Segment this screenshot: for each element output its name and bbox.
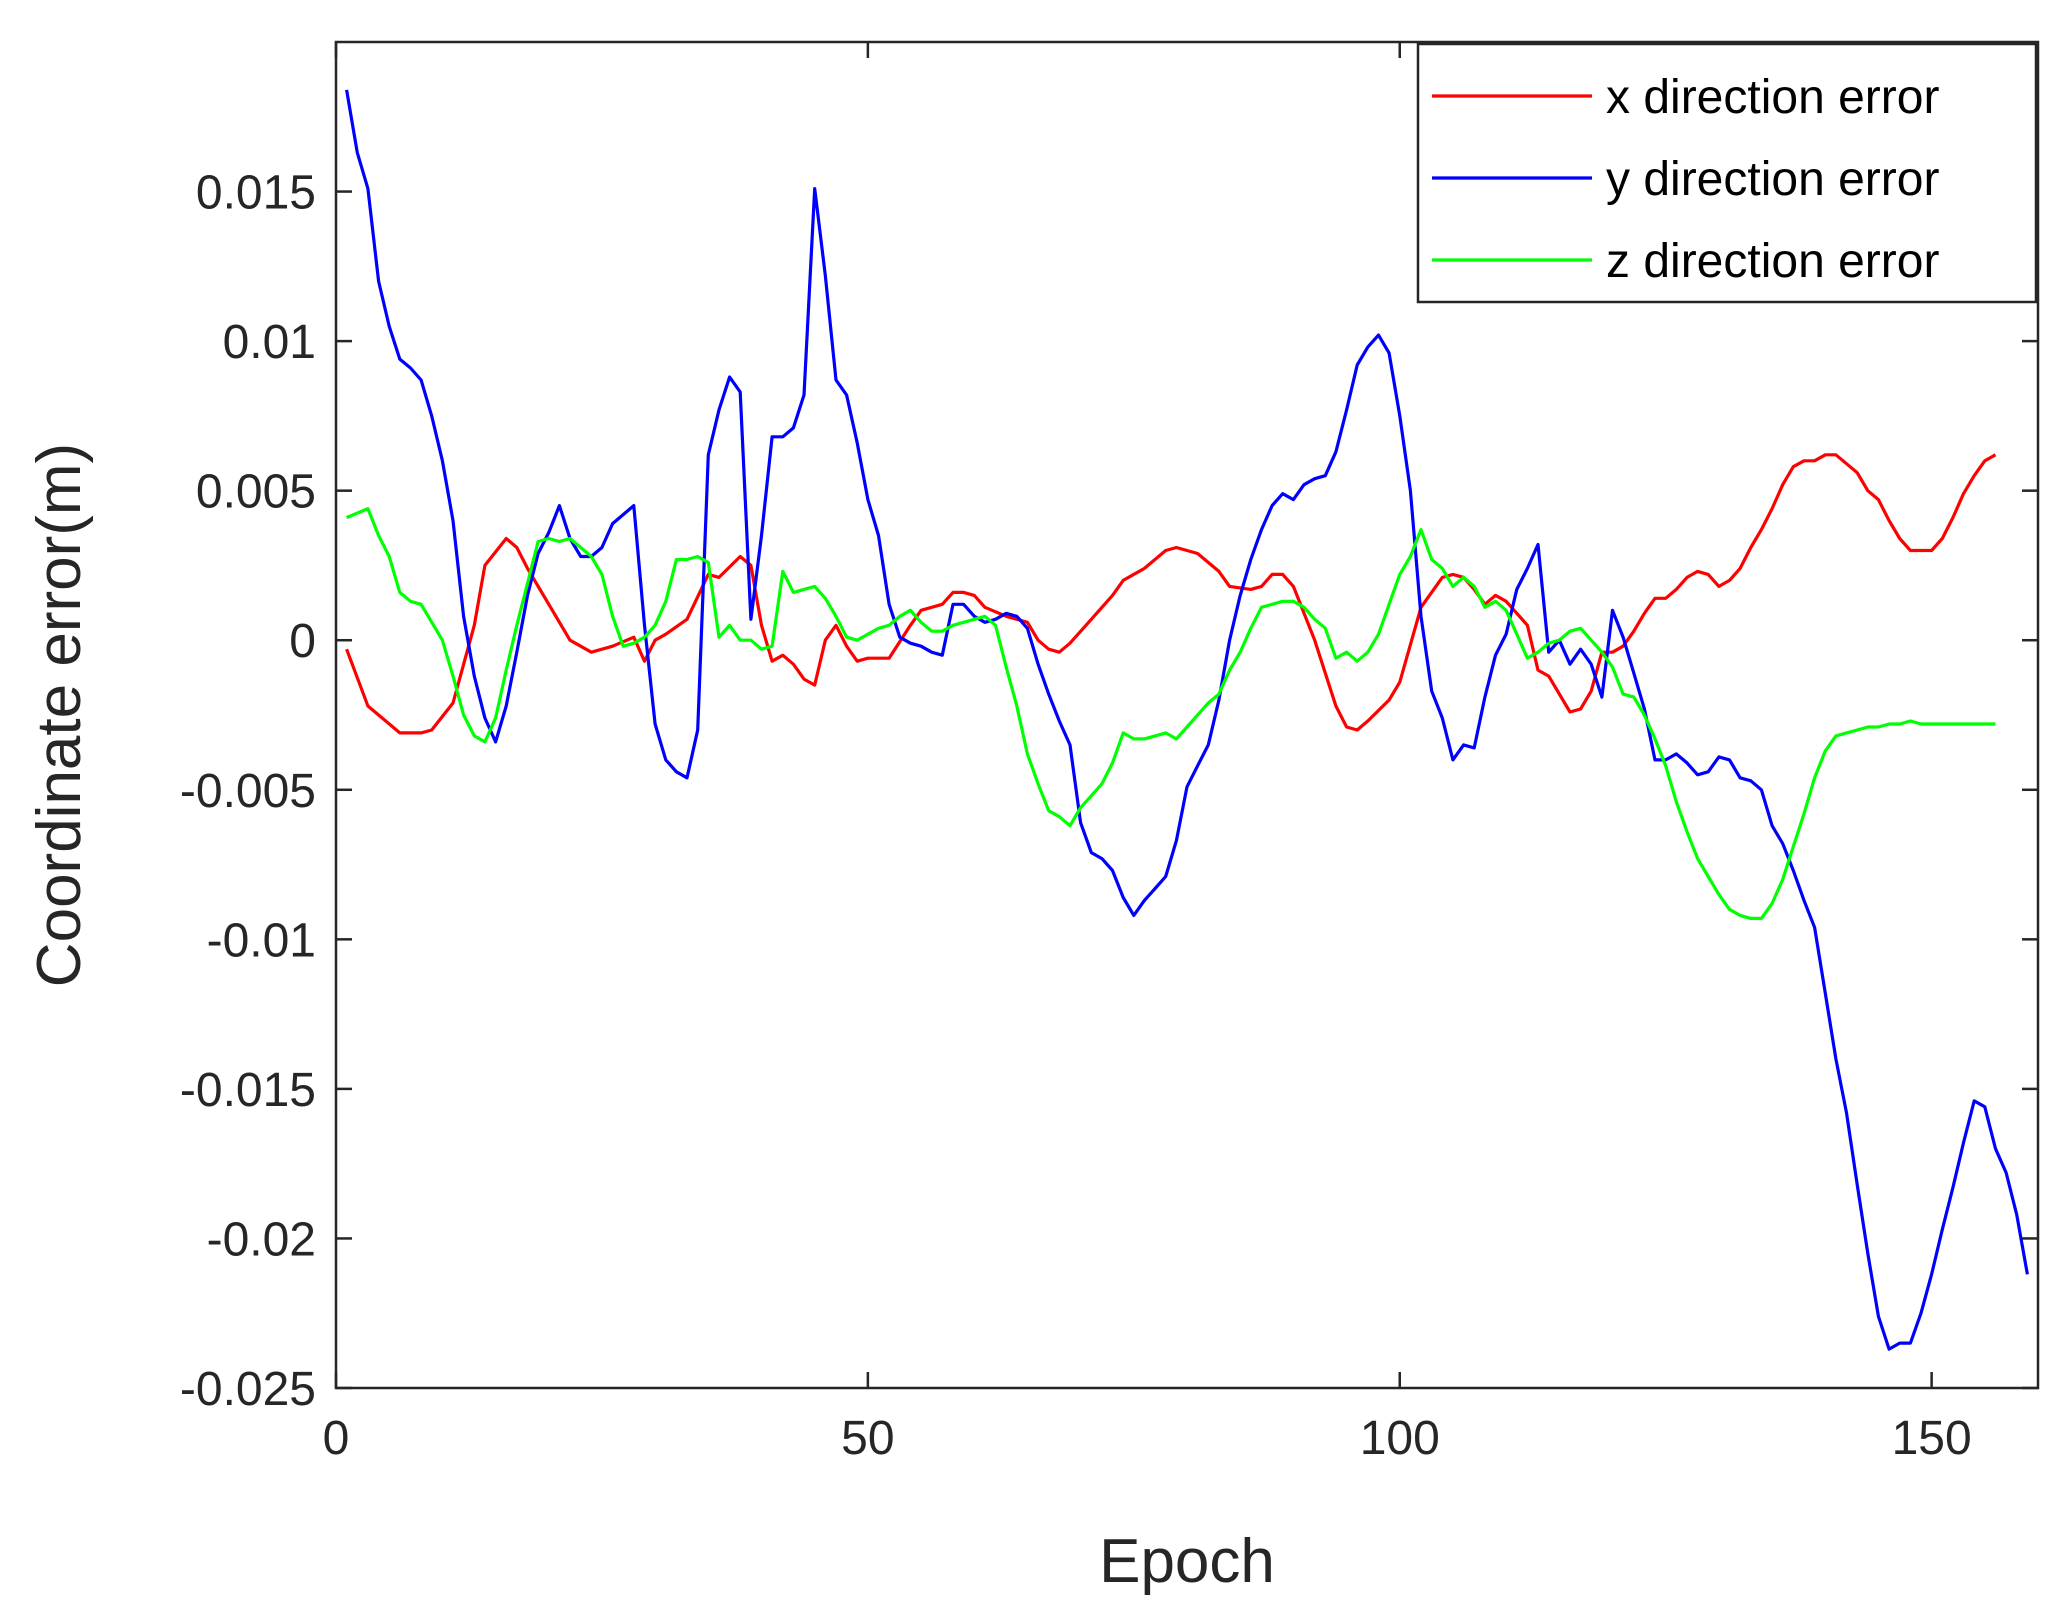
y-tick-label: -0.01 xyxy=(207,914,316,967)
y-tick-label: -0.015 xyxy=(180,1064,316,1117)
y-tick-label: 0.01 xyxy=(223,316,316,369)
x-tick-label: 100 xyxy=(1360,1412,1440,1465)
y-tick-label: 0.005 xyxy=(196,466,316,519)
y-tick-label: 0 xyxy=(289,615,316,668)
x-axis-title: Epoch xyxy=(1099,1527,1275,1596)
legend-label-x: x direction error xyxy=(1606,71,1939,124)
x-tick-label: 0 xyxy=(323,1412,350,1465)
legend-label-z: z direction error xyxy=(1606,235,1939,288)
y-tick-label: -0.025 xyxy=(180,1363,316,1416)
legend: x direction error y direction error z dire… xyxy=(1416,42,2038,304)
y-axis-title: Coordinate error(m) xyxy=(25,443,94,987)
series-line-x xyxy=(345,453,1997,735)
series-layer xyxy=(345,89,2029,1351)
x-tick-label: 50 xyxy=(841,1412,894,1465)
series-line-z xyxy=(345,507,1996,920)
legend-label-y: y direction error xyxy=(1606,153,1939,206)
y-tick-label: 0.015 xyxy=(196,167,316,220)
x-tick-label: 150 xyxy=(1892,1412,1972,1465)
plot-frame xyxy=(334,40,2040,1390)
series-line-y xyxy=(345,89,2029,1351)
y-tick-label: -0.005 xyxy=(180,765,316,818)
tick-layer: 0 50 100 150 -0.025 -0.02 -0.015 -0.01 -0.005 0 0.… xyxy=(180,42,2038,1465)
y-tick-label: -0.02 xyxy=(207,1213,316,1266)
